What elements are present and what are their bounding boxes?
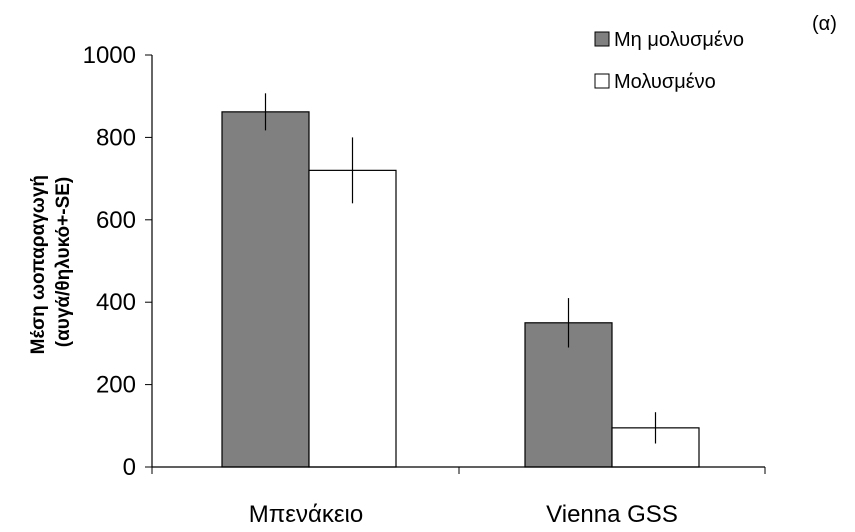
y-tick-label-4: 800 xyxy=(96,124,136,151)
y-tick-label-1: 200 xyxy=(96,372,136,399)
legend-label-0: Μη μολυσμένο xyxy=(614,29,744,51)
y-axis-label: Μέση ωοπαραγωγή (αυγά/θηλυκό+-SE) xyxy=(28,170,74,355)
x-tick-label-1: Vienna GSS xyxy=(546,501,678,528)
y-axis-label-line-2: (αυγά/θηλυκό+-SE) xyxy=(53,177,74,347)
y-tick-label-5: 1000 xyxy=(83,42,136,69)
y-tick-label-3: 600 xyxy=(96,207,136,234)
panel-label: (α) xyxy=(812,13,837,35)
y-tick-label-2: 400 xyxy=(96,289,136,316)
x-tick-label-0: Μπενάκειο xyxy=(249,501,364,528)
legend-swatch-0 xyxy=(594,31,610,47)
bar-0-1 xyxy=(308,169,397,468)
axes xyxy=(151,55,766,474)
error-bars xyxy=(264,93,657,444)
y-tick-label-0: 0 xyxy=(123,454,136,481)
bars xyxy=(221,111,700,468)
x-axis-labels: Μπενάκειο Vienna GSS xyxy=(249,501,678,528)
legend-label-1: Μολυσμένο xyxy=(614,71,716,93)
y-axis-label-line-1: Μέση ωοπαραγωγή xyxy=(28,175,49,354)
legend: Μη μολυσμένο Μολυσμένο xyxy=(594,29,744,93)
bar-0-0 xyxy=(221,111,310,468)
y-axis-ticks: 0 200 400 600 800 1000 xyxy=(83,42,152,481)
legend-swatch-1 xyxy=(594,73,610,89)
